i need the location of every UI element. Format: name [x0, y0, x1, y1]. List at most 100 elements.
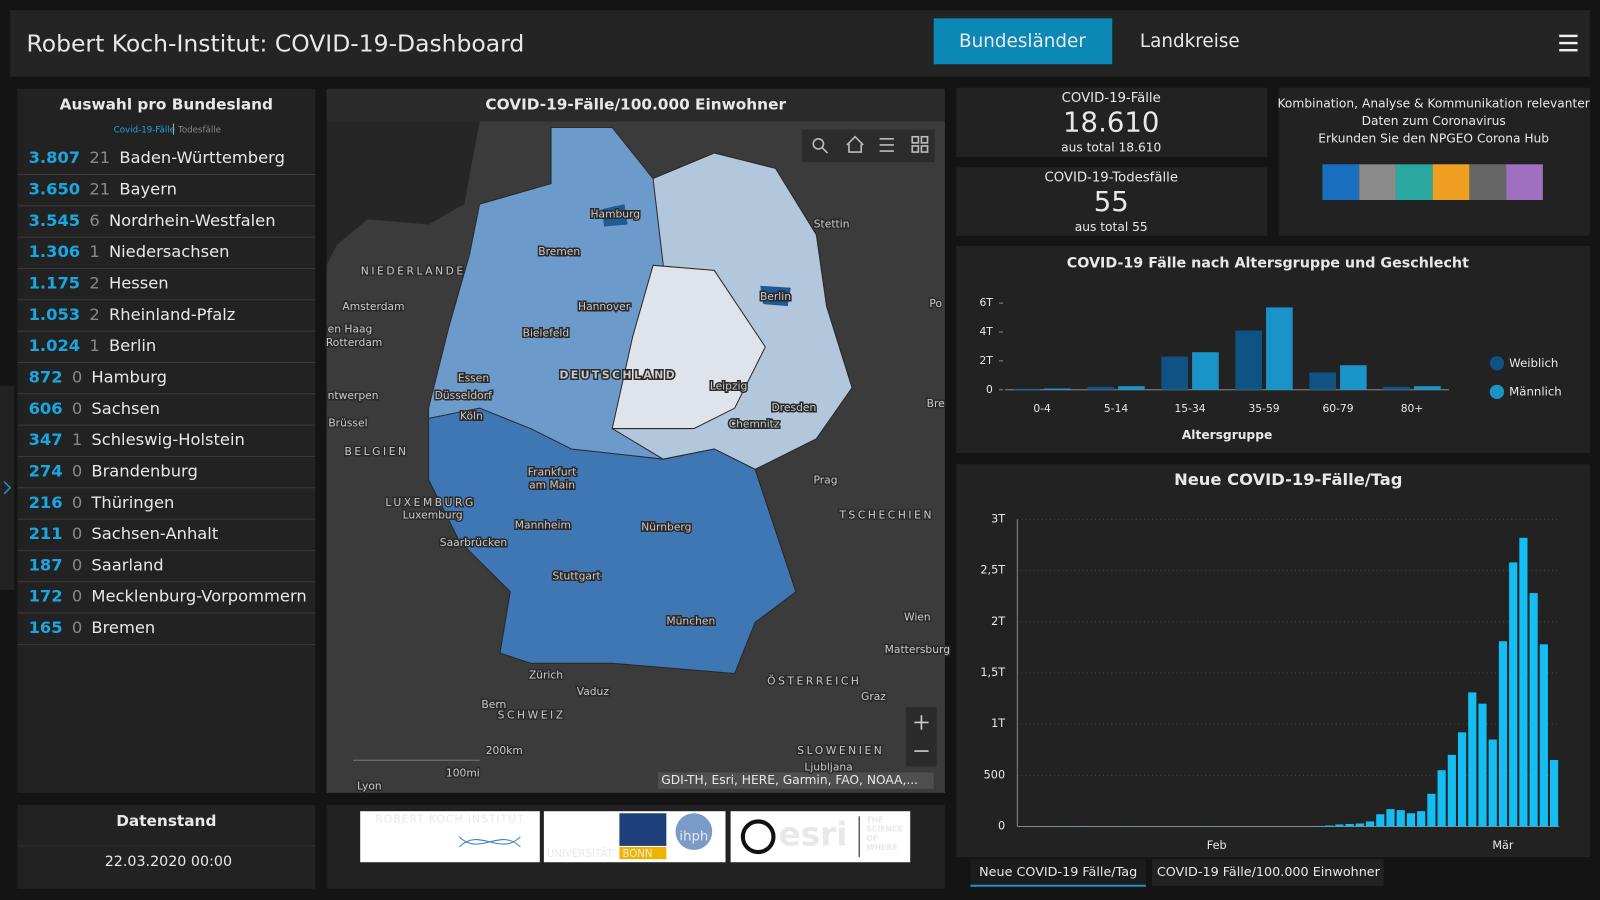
bar — [1519, 537, 1528, 827]
row[interactable]: 3.650 21 Bayern — [29, 179, 177, 198]
x-tick-label: 0-4 — [1033, 402, 1051, 415]
hub-icons[interactable] — [1322, 164, 1543, 200]
row-cases: 872 — [29, 367, 63, 386]
row-deaths: 21 — [89, 148, 110, 167]
x-tick-label: Mär — [1492, 839, 1514, 852]
row[interactable]: 187 0 Saarland — [29, 555, 164, 574]
stat-panel — [956, 167, 1268, 236]
row[interactable]: 274 0 Brandenburg — [29, 461, 198, 480]
logo-art — [675, 813, 713, 850]
row[interactable]: 1.024 1 Berlin — [29, 336, 157, 355]
legend-cases: Covid-19-Fälle — [114, 125, 175, 135]
tab-active[interactable] — [933, 18, 1113, 65]
map-label: Prag — [813, 474, 837, 487]
map-label: München — [666, 614, 715, 627]
row[interactable]: 872 0 Hamburg — [29, 367, 167, 386]
region[interactable] — [602, 204, 628, 227]
zoom-icons[interactable] — [914, 715, 929, 752]
row[interactable]: 165 0 Bremen — [29, 618, 156, 637]
map-label: Hamburg — [590, 207, 640, 220]
stat-title: COVID-19-Todesfälle — [1044, 171, 1178, 186]
map-label: Po — [929, 297, 942, 310]
row-cases: 1.053 — [29, 304, 81, 323]
row[interactable]: 172 0 Mecklenburg-Vorpommern — [29, 586, 307, 605]
bar — [1488, 739, 1497, 827]
region[interactable] — [611, 264, 766, 430]
chart-tab-label[interactable]: COVID-19 Fälle/100.000 Einwohner — [1157, 865, 1381, 880]
bar — [1386, 809, 1395, 827]
x-axis-label: Altersgruppe — [1182, 428, 1272, 442]
map-label: Frankfurt — [528, 465, 576, 478]
logo-text: ihph — [679, 830, 708, 845]
map-label: Bremen — [538, 245, 580, 258]
bar — [1044, 388, 1071, 390]
map-label: am Main — [529, 479, 575, 492]
stat-panel — [956, 87, 1268, 158]
logo-art — [458, 836, 521, 848]
row-name: Brandenburg — [91, 461, 197, 480]
row-cases: 172 — [29, 586, 63, 605]
bar — [1355, 823, 1364, 827]
tab[interactable]: Landkreise — [1140, 31, 1240, 52]
bar — [1498, 641, 1508, 827]
row-name: Baden-Württemberg — [119, 148, 285, 167]
map-label: Dresden — [772, 401, 817, 414]
region[interactable] — [428, 407, 797, 675]
y-tick-label: 1T — [991, 717, 1005, 730]
logo-text: BONN — [622, 849, 652, 860]
row[interactable]: 3.807 21 Baden-Württemberg — [29, 148, 285, 167]
row-name: Mecklenburg-Vorpommern — [91, 586, 306, 605]
y-tick-label: 4T — [979, 325, 993, 338]
tab[interactable]: Bundesländer — [959, 31, 1086, 52]
map-label: Saarbrücken — [440, 536, 507, 549]
row[interactable]: 1.175 2 Hessen — [29, 273, 169, 292]
hub-text: Daten zum Coronavirus — [1362, 114, 1506, 128]
chart-tab-active[interactable] — [970, 859, 1146, 886]
row-deaths: 0 — [72, 618, 82, 637]
row[interactable]: 1.306 1 Niedersachsen — [29, 242, 230, 261]
chart-tab[interactable] — [1152, 859, 1384, 886]
row[interactable]: 3.545 6 Nordrhein-Westfalen — [29, 210, 276, 229]
y-tick-label: 1,5T — [980, 666, 1005, 679]
map-tools[interactable] — [812, 135, 929, 154]
map-label: Stettin — [814, 217, 850, 230]
row[interactable]: 1.053 2 Rheinland-Pfalz — [29, 304, 236, 323]
region[interactable] — [760, 285, 791, 307]
map-label: en Haag — [328, 323, 373, 336]
map-label: Essen — [458, 372, 489, 385]
row[interactable]: 606 0 Sachsen — [29, 398, 160, 417]
row-name: Niedersachsen — [109, 242, 230, 261]
menu-icon[interactable] — [1559, 34, 1578, 52]
row[interactable]: 347 1 Schleswig-Holstein — [29, 430, 245, 449]
bar — [1309, 372, 1336, 390]
side-arrow — [3, 481, 12, 495]
row[interactable]: 211 0 Sachsen-Anhalt — [29, 524, 219, 543]
row[interactable]: 216 0 Thüringen — [29, 492, 175, 511]
y-tick-label: 0 — [986, 383, 993, 396]
logo-text: UNIVERSITÄT — [547, 847, 614, 860]
row-cases: 274 — [29, 461, 63, 480]
row-deaths: 1 — [72, 430, 82, 449]
map-label: Stuttgart — [552, 570, 600, 583]
bar — [1437, 770, 1446, 827]
hub-link[interactable]: Erkunden Sie den NPGEO Corona Hub — [1318, 131, 1549, 145]
bar — [1406, 813, 1416, 827]
bar — [1335, 824, 1344, 827]
map-label: ntwerpen — [328, 389, 379, 402]
map-label: Düsseldorf — [435, 389, 492, 402]
row-deaths: 2 — [89, 304, 99, 323]
bar — [1192, 352, 1219, 390]
bar — [1325, 825, 1334, 827]
logo-art — [619, 846, 667, 860]
row-cases: 187 — [29, 555, 63, 574]
bar — [1345, 823, 1354, 827]
map-label: ÖSTERREICH — [767, 675, 861, 688]
bar — [1383, 386, 1410, 390]
side-toggle[interactable] — [0, 385, 15, 590]
header-title: Robert Koch-Institut: COVID-19-Dashboard — [27, 29, 525, 57]
chart-title: Neue COVID-19-Fälle/Tag — [1174, 470, 1402, 489]
map[interactable]: GDI-TH, Esri, HERE, Garmin, FAO, NOAA,..… — [324, 121, 952, 794]
chart-tab-label[interactable]: Neue COVID-19 Fälle/Tag — [979, 865, 1137, 880]
hub-panel — [1278, 87, 1590, 236]
